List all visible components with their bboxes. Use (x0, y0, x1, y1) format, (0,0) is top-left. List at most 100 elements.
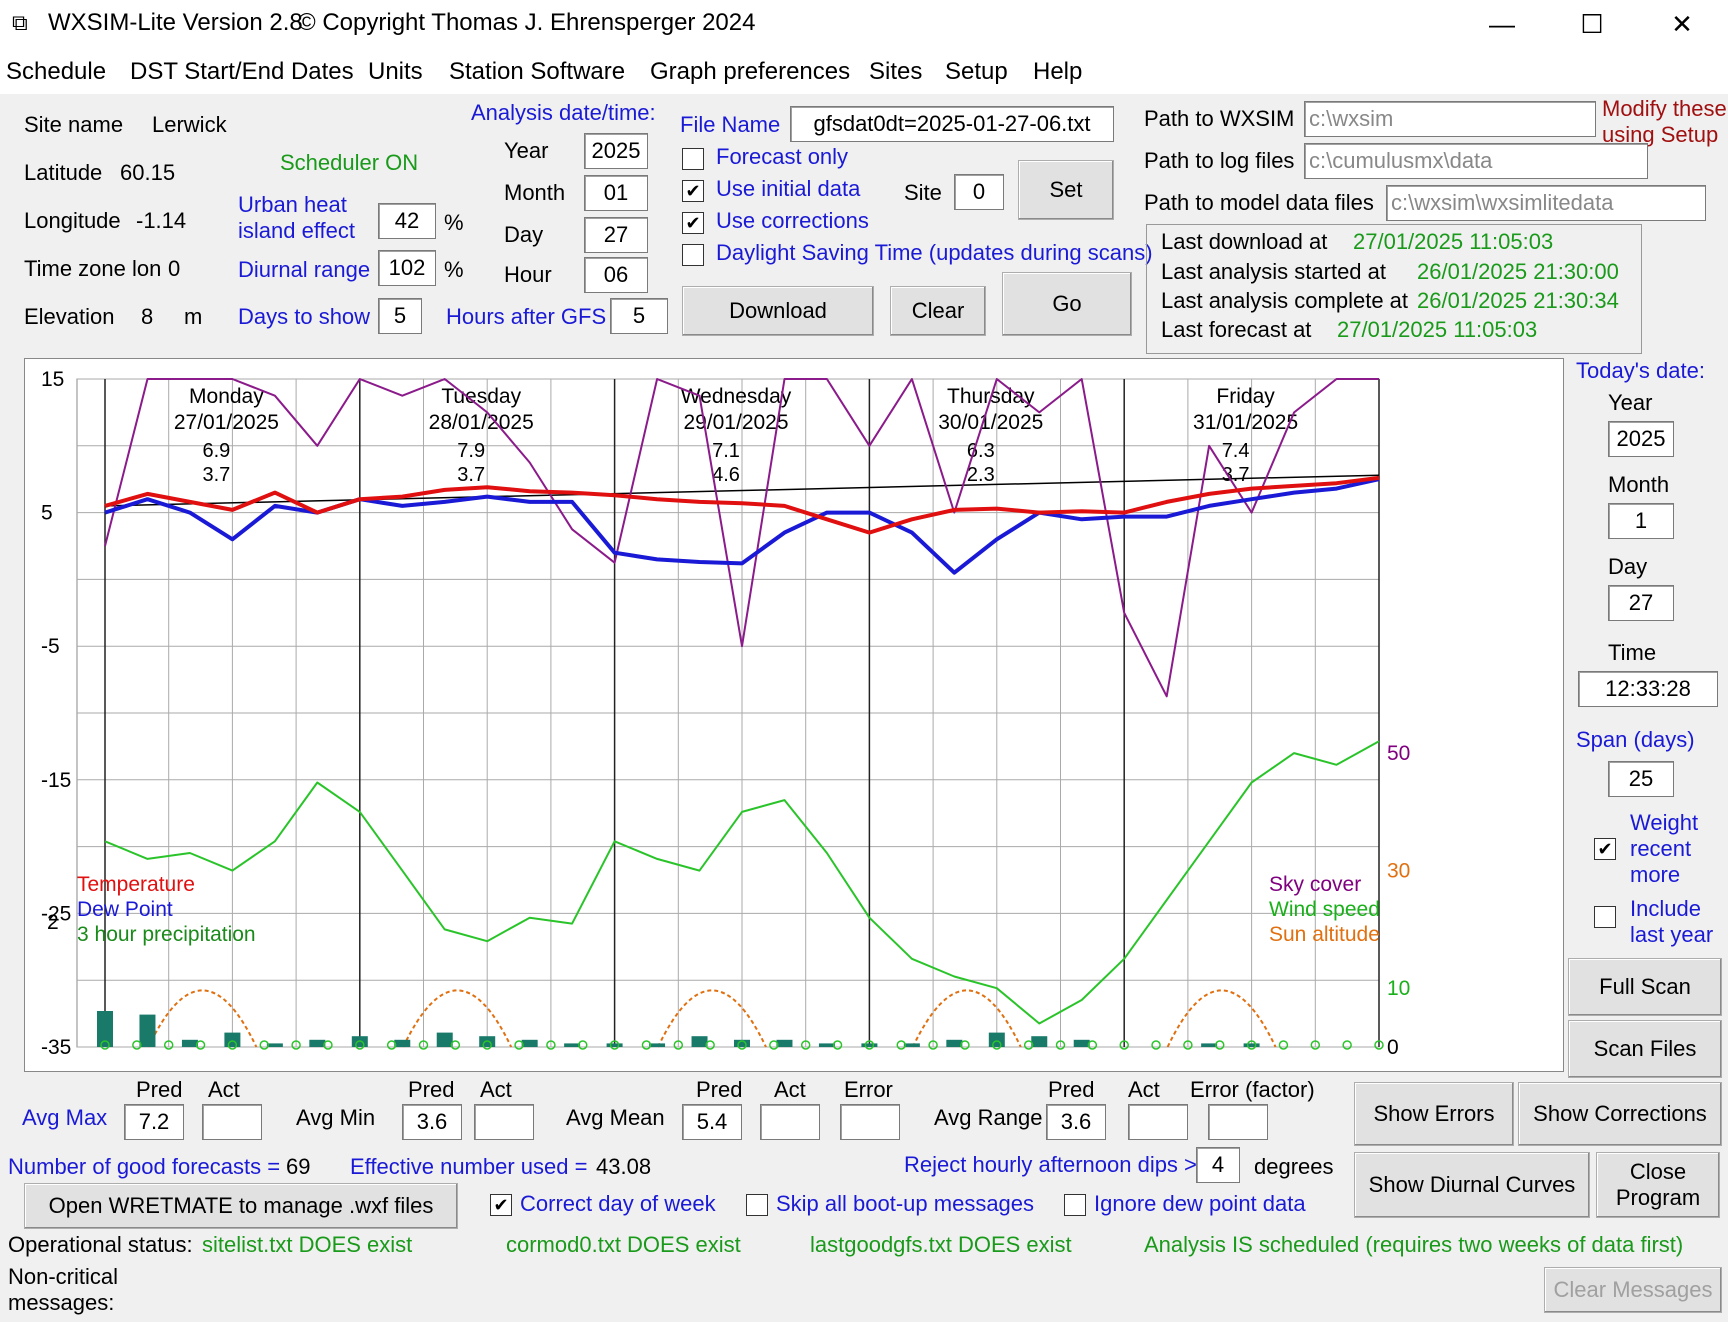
today-month-input[interactable]: 1 (1608, 503, 1674, 539)
avg-mean-error[interactable] (840, 1104, 900, 1140)
use-corrections-checkbox[interactable]: ✔ (682, 212, 704, 234)
avg-range-pred[interactable]: 3.6 (1046, 1104, 1106, 1140)
hours-after-gfs-input[interactable]: 5 (610, 298, 668, 334)
wind-barb-marker (100, 1040, 110, 1050)
maximize-button[interactable]: ☐ (1580, 8, 1604, 39)
analysis-year-input[interactable]: 2025 (584, 133, 648, 169)
use-initial-checkbox[interactable]: ✔ (682, 180, 704, 202)
menu-setup[interactable]: Setup (945, 58, 1008, 85)
avg-max-pred[interactable]: 7.2 (124, 1104, 184, 1140)
legend-left-label: 3 hour precipitation (77, 923, 256, 946)
go-button[interactable]: Go (1002, 272, 1132, 336)
temperature-line (104, 475, 1380, 535)
avg-range-error[interactable] (1208, 1104, 1268, 1140)
days-to-show-input[interactable]: 5 (378, 298, 422, 334)
close-window-button[interactable]: ✕ (1671, 8, 1693, 39)
full-scan-button[interactable]: Full Scan (1568, 958, 1722, 1016)
clear-messages-button[interactable]: Clear Messages (1544, 1267, 1722, 1313)
wind-barb-marker (323, 1040, 333, 1050)
analysis-day-input[interactable]: 27 (584, 217, 648, 253)
precip-bar (861, 1043, 878, 1047)
correct-day-checkbox[interactable]: ✔ (490, 1194, 512, 1216)
avg-range-act[interactable] (1128, 1104, 1188, 1140)
today-year-input[interactable]: 2025 (1608, 421, 1674, 457)
show-corrections-button[interactable]: Show Corrections (1518, 1082, 1722, 1146)
wind-barb-marker (960, 1040, 970, 1050)
menu-station-software[interactable]: Station Software (449, 58, 626, 85)
site-number-input[interactable]: 0 (954, 174, 1004, 210)
menu-dst[interactable]: DST Start/End Dates (130, 58, 354, 85)
file-name-input[interactable]: gfsdat0dt=2025-01-27-06.txt (790, 106, 1114, 142)
precip-scale-label: 2 (47, 911, 59, 934)
last-forecast-value: 27/01/2025 11:05:03 (1337, 317, 1538, 342)
menu-schedule[interactable]: Schedule (6, 58, 107, 85)
path-model-input[interactable]: c:\wxsim\wxsimlitedata (1386, 185, 1706, 221)
today-day-input[interactable]: 27 (1608, 585, 1674, 621)
clear-button[interactable]: Clear (890, 286, 986, 336)
wind-barb-marker (355, 1040, 365, 1050)
today-year-label: Year (1608, 390, 1653, 415)
today-heading: Today's date: (1576, 358, 1705, 383)
precip-bar (564, 1043, 581, 1047)
status-box: Last download at 27/01/2025 11:05:03 Las… (1146, 224, 1642, 354)
skip-boot-checkbox[interactable] (746, 1194, 768, 1216)
site-name-value: Lerwick (152, 112, 227, 137)
today-time-input[interactable]: 12:33:28 (1578, 671, 1718, 707)
span-input[interactable]: 25 (1608, 761, 1674, 797)
avg-max-act[interactable] (202, 1104, 262, 1140)
avg-min-pred[interactable]: 3.6 (402, 1104, 462, 1140)
forecast-only-checkbox[interactable] (682, 148, 704, 170)
reject-dips-input[interactable]: 4 (1196, 1147, 1240, 1183)
avg-mean-pred[interactable]: 5.4 (682, 1104, 742, 1140)
title-bar: ⧉ WXSIM-Lite Version 2.8 © Copyright Tho… (0, 0, 1728, 48)
menu-graph-preferences[interactable]: Graph preferences (650, 58, 851, 85)
menu-help[interactable]: Help (1033, 58, 1083, 85)
wind-barb-marker (832, 1040, 843, 1050)
forecast-only-label: Forecast only (716, 144, 849, 169)
ignore-dew-checkbox[interactable] (1064, 1194, 1086, 1216)
precip-bar (691, 1036, 708, 1047)
avg-min-act[interactable] (474, 1104, 534, 1140)
minimize-button[interactable]: — (1489, 8, 1515, 39)
app-icon: ⧉ (12, 10, 28, 35)
act-header-4: Act (1128, 1077, 1160, 1102)
legend-right-label: Sun altitude (1269, 923, 1380, 946)
y-tick-label: 15 (41, 368, 64, 391)
show-diurnal-button[interactable]: Show Diurnal Curves (1354, 1152, 1590, 1218)
menu-units[interactable]: Units (368, 58, 423, 85)
avg-min-label: Avg Min (296, 1105, 376, 1130)
latitude-label: Latitude (24, 160, 103, 185)
weight-recent-checkbox[interactable]: ✔ (1594, 838, 1616, 860)
download-button[interactable]: Download (682, 286, 874, 336)
legend-left-label: Dew Point (77, 898, 173, 921)
open-wretmate-button[interactable]: Open WRETMATE to manage .wxf files (24, 1183, 458, 1229)
wind-barb-marker (641, 1040, 652, 1050)
wind-barb-marker (1087, 1040, 1098, 1050)
analysis-hour-input[interactable]: 06 (584, 257, 648, 293)
show-errors-button[interactable]: Show Errors (1354, 1082, 1514, 1146)
scan-files-button[interactable]: Scan Files (1568, 1020, 1722, 1078)
path-log-input[interactable]: c:\cumulusmx\data (1304, 143, 1648, 179)
site-number-label: Site (904, 180, 942, 205)
legend-right-label: Wind speed (1269, 898, 1380, 921)
wind-barb-marker (800, 1040, 811, 1050)
menu-sites[interactable]: Sites (869, 58, 923, 85)
include-last-year-checkbox[interactable] (1594, 906, 1616, 928)
precip-bar (97, 1011, 113, 1047)
set-button[interactable]: Set (1018, 160, 1114, 220)
menu-bar: Schedule DST Start/End Dates Units Stati… (0, 48, 1728, 94)
precip-bar (649, 1043, 666, 1047)
diurnal-range-input[interactable]: 102 (378, 250, 436, 286)
y-tick-label: -15 (41, 769, 71, 792)
sky-cover-line (104, 378, 1379, 698)
urban-heat-input[interactable]: 42 (378, 203, 436, 239)
wind-barb-marker (578, 1040, 588, 1050)
dst-checkbox[interactable] (682, 244, 704, 266)
day-min-label: 2.3 (967, 464, 995, 486)
analysis-month-input[interactable]: 01 (584, 175, 648, 211)
last-start-value: 26/01/2025 21:30:00 (1417, 259, 1619, 284)
close-program-button[interactable]: Close Program (1596, 1152, 1720, 1218)
avg-mean-act[interactable] (760, 1104, 820, 1140)
path-wxsim-input[interactable]: c:\wxsim (1304, 101, 1596, 137)
precip-bar (436, 1032, 453, 1047)
